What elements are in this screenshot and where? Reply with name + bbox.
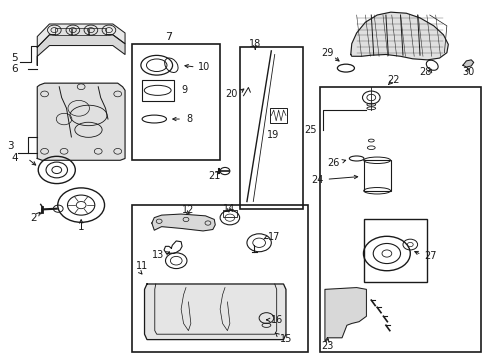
- Bar: [55, 28, 71, 35]
- Text: 9: 9: [181, 85, 187, 95]
- Polygon shape: [462, 60, 473, 67]
- Bar: [89, 28, 105, 35]
- Bar: [363, 220, 427, 282]
- Text: 23: 23: [321, 341, 333, 351]
- Polygon shape: [37, 35, 125, 65]
- Text: 27: 27: [423, 251, 436, 261]
- Bar: [132, 44, 220, 160]
- Text: 26: 26: [326, 158, 339, 168]
- Text: 17: 17: [267, 232, 280, 242]
- Bar: [72, 28, 88, 35]
- Polygon shape: [144, 284, 285, 339]
- Text: 10: 10: [198, 62, 210, 72]
- Text: 24: 24: [310, 175, 323, 185]
- Bar: [320, 87, 480, 352]
- Text: 3: 3: [7, 141, 14, 151]
- Text: 1: 1: [78, 222, 84, 231]
- Text: 13: 13: [152, 249, 164, 260]
- Text: 25: 25: [304, 125, 316, 135]
- Text: 22: 22: [386, 75, 399, 85]
- Text: 11: 11: [136, 261, 148, 271]
- Text: 21: 21: [208, 171, 220, 181]
- Bar: [222, 211, 237, 217]
- Bar: [270, 108, 287, 123]
- Text: 5: 5: [11, 53, 18, 63]
- Text: 12: 12: [182, 206, 194, 216]
- Text: 6: 6: [11, 64, 18, 74]
- Text: 28: 28: [419, 67, 431, 77]
- Text: 14: 14: [223, 204, 235, 214]
- Text: 8: 8: [185, 114, 192, 124]
- Text: 16: 16: [271, 315, 283, 325]
- Text: 4: 4: [11, 153, 18, 163]
- Text: 2: 2: [30, 213, 37, 222]
- Text: 29: 29: [321, 48, 333, 58]
- Polygon shape: [37, 83, 125, 160]
- Text: 19: 19: [266, 130, 278, 140]
- Polygon shape: [350, 12, 447, 60]
- Text: 18: 18: [248, 39, 261, 49]
- Bar: [239, 47, 303, 209]
- Polygon shape: [37, 24, 125, 47]
- Bar: [363, 160, 390, 191]
- Polygon shape: [325, 288, 366, 341]
- Polygon shape: [152, 214, 215, 231]
- Text: 7: 7: [165, 32, 172, 41]
- Text: 30: 30: [462, 67, 474, 77]
- Bar: [132, 205, 307, 352]
- Text: 15: 15: [279, 333, 291, 343]
- Text: 20: 20: [224, 89, 237, 99]
- Bar: [142, 80, 173, 101]
